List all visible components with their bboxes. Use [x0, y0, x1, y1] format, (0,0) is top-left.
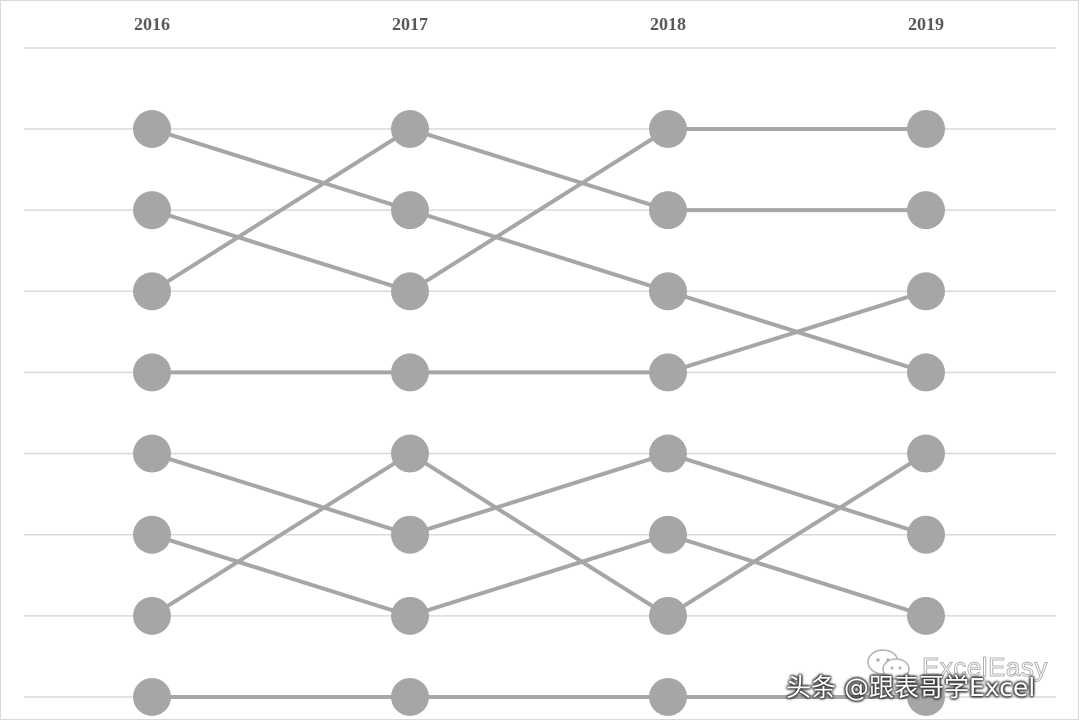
data-point: [649, 677, 687, 716]
x-axis-tick-labels: 2016 2017 2018 2019: [134, 14, 944, 34]
watermark-brand: ExcelEasy: [922, 652, 1048, 683]
data-point: [391, 677, 429, 716]
data-point: [649, 110, 687, 148]
data-point: [649, 272, 687, 311]
data-point: [907, 110, 945, 148]
data-point: [133, 677, 171, 716]
series-line: [150, 126, 928, 294]
wechat-icon: [867, 649, 910, 680]
series-line: [150, 451, 928, 537]
series-lines: [150, 126, 928, 699]
data-point: [907, 434, 945, 473]
data-point: [391, 353, 429, 392]
series-line: [150, 532, 928, 618]
data-point: [907, 677, 945, 716]
data-point: [391, 191, 429, 230]
data-point: [133, 110, 171, 148]
data-point: [133, 272, 171, 311]
data-point: [649, 191, 687, 230]
data-point: [391, 272, 429, 311]
data-point: [649, 353, 687, 392]
data-point: [133, 434, 171, 473]
data-point: [391, 434, 429, 473]
x-tick-label: 2016: [134, 14, 170, 34]
data-point: [133, 353, 171, 392]
data-point: [133, 515, 171, 554]
x-tick-label: 2018: [650, 14, 686, 34]
data-point: [649, 515, 687, 554]
data-point: [649, 434, 687, 473]
x-tick-label: 2017: [392, 14, 428, 34]
data-point: [907, 191, 945, 230]
data-point: [133, 191, 171, 230]
data-point: [907, 353, 945, 392]
data-point: [391, 110, 429, 148]
series-line: [150, 127, 928, 375]
watermark-text: 头条 @跟表哥学Excel: [786, 673, 1036, 702]
data-point: [907, 596, 945, 635]
data-point: [907, 515, 945, 554]
series-points: [133, 110, 945, 716]
data-point: [391, 596, 429, 635]
data-point: [133, 596, 171, 635]
series-line: [150, 451, 928, 619]
data-point: [649, 596, 687, 635]
data-point: [391, 515, 429, 554]
data-point: [907, 272, 945, 311]
series-line: [150, 127, 928, 294]
x-tick-label: 2019: [908, 14, 944, 34]
series-line: [150, 289, 928, 375]
